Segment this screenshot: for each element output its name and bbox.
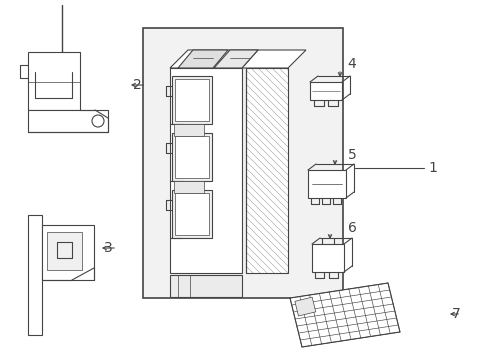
Circle shape [92,115,104,127]
Bar [47,232,82,270]
Polygon shape [289,283,399,347]
Bar [311,244,343,272]
Bar [175,136,208,178]
Bar [175,193,208,235]
Bar [172,190,212,238]
Bar [28,215,42,335]
Bar [170,275,242,297]
Text: 1: 1 [427,161,436,175]
Bar [175,79,208,121]
Bar [245,68,287,273]
Bar [174,124,203,136]
Bar [28,52,80,110]
Bar [307,170,346,198]
Bar [142,28,342,298]
Text: 6: 6 [347,221,356,235]
Text: 2: 2 [133,78,142,92]
Bar [172,133,212,181]
Text: 3: 3 [104,241,113,255]
Bar [174,181,203,193]
Bar [172,76,212,124]
Bar [42,225,94,280]
Bar [309,82,341,100]
Text: 4: 4 [347,57,356,71]
Polygon shape [178,50,227,68]
Bar [170,68,242,273]
Polygon shape [170,50,305,68]
Text: 5: 5 [347,148,356,162]
Polygon shape [294,297,315,316]
Text: 7: 7 [451,307,460,321]
Bar [28,110,108,132]
Polygon shape [214,50,258,68]
